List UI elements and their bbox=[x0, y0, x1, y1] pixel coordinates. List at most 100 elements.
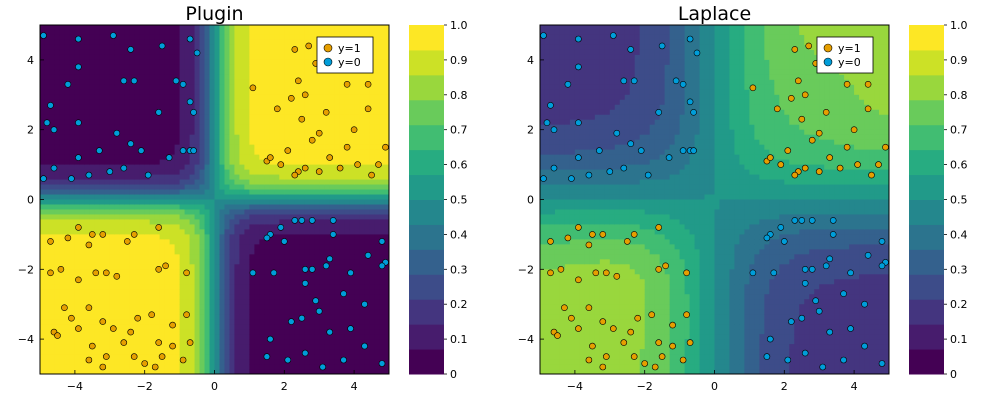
colorbar-band bbox=[409, 74, 444, 101]
data-point bbox=[326, 154, 334, 161]
data-point bbox=[801, 349, 809, 357]
data-point bbox=[690, 147, 697, 154]
data-point bbox=[75, 154, 82, 161]
data-point bbox=[595, 147, 603, 154]
data-point bbox=[315, 129, 323, 137]
data-point bbox=[585, 304, 593, 312]
colorbar-band bbox=[909, 274, 944, 300]
colorbar-tick-label: 1.0 bbox=[450, 19, 468, 32]
data-point bbox=[113, 272, 121, 280]
y-tick-label: 2 bbox=[527, 124, 534, 137]
data-point bbox=[791, 171, 799, 179]
colorbar-band bbox=[409, 274, 444, 300]
data-point bbox=[641, 360, 649, 367]
colorbar-band bbox=[909, 124, 944, 151]
data-point bbox=[561, 304, 568, 312]
data-point bbox=[266, 154, 274, 161]
colorbar-tick-label: 0.9 bbox=[450, 54, 468, 67]
x-tick-label: 4 bbox=[351, 380, 358, 393]
legend-label: y=0 bbox=[838, 56, 861, 69]
data-point bbox=[878, 360, 886, 367]
data-point bbox=[780, 238, 788, 245]
data-point bbox=[151, 363, 159, 371]
legend-label: y=1 bbox=[838, 42, 861, 55]
data-point bbox=[263, 353, 271, 360]
data-point bbox=[564, 234, 572, 242]
data-point bbox=[547, 102, 554, 109]
data-point bbox=[550, 126, 558, 133]
data-point bbox=[127, 328, 134, 336]
legend: y=1y=0 bbox=[316, 36, 374, 74]
data-point bbox=[589, 342, 596, 350]
y-tick-label: 2 bbox=[27, 124, 34, 137]
data-point bbox=[575, 35, 582, 43]
data-point bbox=[155, 109, 162, 116]
legend-label: y=1 bbox=[338, 42, 361, 55]
data-point bbox=[850, 126, 858, 133]
data-point bbox=[585, 356, 593, 364]
data-point bbox=[766, 154, 774, 161]
data-point bbox=[864, 105, 872, 113]
data-point bbox=[791, 46, 799, 53]
data-point bbox=[64, 81, 72, 88]
data-point bbox=[766, 335, 774, 343]
colorbar-band bbox=[909, 174, 944, 200]
panel-plugin: Plugin−4 −2 0 2 4−4−2024y=1y=000.10.20.30.40… bbox=[18, 3, 468, 393]
data-point bbox=[329, 217, 337, 224]
colorbar-band bbox=[409, 249, 444, 275]
data-point bbox=[575, 119, 582, 126]
data-point bbox=[273, 105, 281, 113]
colorbar-band bbox=[409, 349, 444, 375]
data-point bbox=[543, 119, 551, 126]
data-point bbox=[575, 63, 582, 71]
data-point bbox=[343, 143, 351, 151]
data-point bbox=[773, 105, 781, 113]
data-point bbox=[75, 224, 82, 231]
data-point bbox=[787, 318, 795, 325]
contour-field bbox=[540, 25, 889, 374]
data-point bbox=[815, 307, 823, 315]
data-point bbox=[64, 234, 72, 242]
data-point bbox=[826, 255, 834, 263]
data-point bbox=[291, 46, 299, 53]
colorbar-band bbox=[409, 99, 444, 126]
data-point bbox=[686, 98, 694, 106]
data-point bbox=[193, 49, 201, 57]
colorbar-tick-label: 0.3 bbox=[450, 263, 468, 276]
colorbar-band bbox=[909, 224, 944, 250]
data-point bbox=[249, 84, 257, 92]
data-point bbox=[347, 325, 354, 332]
data-point bbox=[40, 175, 47, 182]
data-point bbox=[103, 269, 110, 277]
data-point bbox=[575, 276, 582, 284]
colorbar-band bbox=[909, 25, 944, 51]
data-point bbox=[106, 168, 114, 175]
data-point bbox=[287, 95, 295, 102]
data-point bbox=[329, 231, 337, 238]
data-point bbox=[606, 168, 614, 175]
data-point bbox=[298, 115, 306, 123]
colorbar-band bbox=[409, 124, 444, 151]
data-point bbox=[648, 311, 656, 319]
legend-marker bbox=[823, 43, 833, 53]
data-point bbox=[263, 234, 271, 242]
data-point bbox=[361, 300, 368, 308]
data-point bbox=[683, 311, 690, 319]
data-point bbox=[875, 161, 882, 168]
data-point bbox=[190, 147, 197, 154]
data-point bbox=[575, 325, 582, 332]
colorbar-band bbox=[409, 199, 444, 225]
data-point bbox=[40, 32, 47, 39]
data-point bbox=[103, 353, 110, 360]
data-point bbox=[847, 325, 854, 332]
data-point bbox=[148, 311, 155, 319]
data-point bbox=[158, 353, 166, 360]
data-point bbox=[547, 238, 554, 245]
colorbar-band bbox=[409, 299, 444, 325]
data-point bbox=[75, 63, 82, 71]
data-point bbox=[777, 224, 785, 231]
data-point bbox=[672, 77, 680, 85]
data-point bbox=[298, 217, 306, 224]
data-point bbox=[315, 168, 323, 175]
